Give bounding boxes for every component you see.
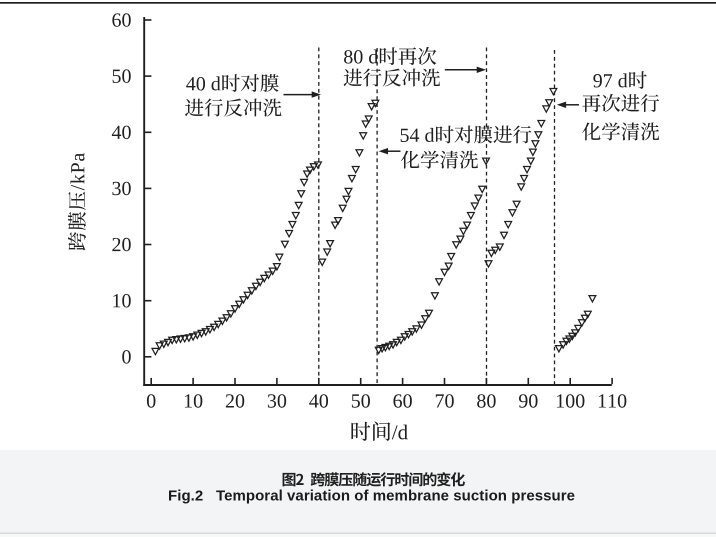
svg-text:Fig.2 Temporal variation of: Fig.2 Temporal variation of membrane suc… [168,487,575,504]
